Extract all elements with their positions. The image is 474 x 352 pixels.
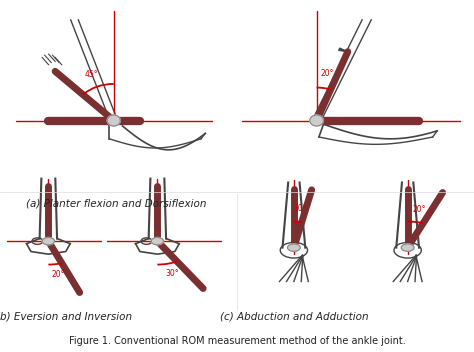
Text: 30°: 30° — [165, 269, 179, 278]
Text: 20°: 20° — [413, 205, 426, 214]
Text: 20°: 20° — [320, 69, 334, 78]
Text: (b) Eversion and Inversion: (b) Eversion and Inversion — [0, 312, 132, 321]
Circle shape — [401, 244, 414, 251]
Text: (c) Abduction and Adduction: (c) Abduction and Adduction — [219, 312, 368, 321]
Circle shape — [310, 115, 323, 126]
Text: (a) Planter flexion and Dorsiflexion: (a) Planter flexion and Dorsiflexion — [26, 199, 206, 209]
Text: 45°: 45° — [84, 70, 98, 79]
Circle shape — [288, 244, 300, 251]
Circle shape — [42, 238, 55, 245]
Circle shape — [107, 115, 120, 126]
Circle shape — [151, 238, 164, 245]
Text: Figure 1. Conventional ROM measurement method of the ankle joint.: Figure 1. Conventional ROM measurement m… — [69, 336, 405, 346]
Text: 10°: 10° — [293, 204, 307, 213]
Text: 20°: 20° — [52, 270, 65, 279]
